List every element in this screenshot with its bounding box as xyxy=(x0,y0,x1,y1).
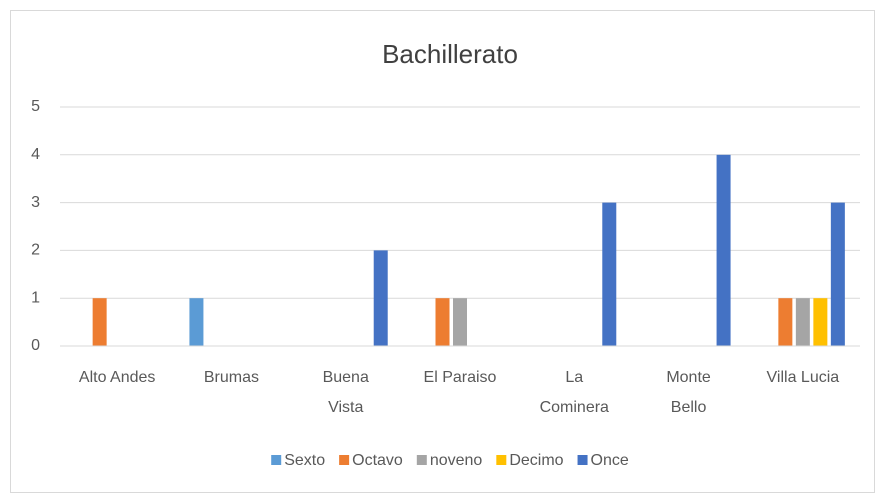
bar xyxy=(453,298,467,346)
legend-swatch xyxy=(339,455,350,465)
legend-swatch xyxy=(271,455,282,465)
bar xyxy=(602,202,617,346)
legend-swatch xyxy=(496,455,507,465)
bar xyxy=(830,202,845,346)
y-tick-label: 3 xyxy=(31,194,40,211)
bar xyxy=(778,298,793,346)
y-tick-label: 2 xyxy=(31,242,40,259)
legend: Sexto Octavo noveno Decimo Once xyxy=(271,452,629,469)
chart-frame xyxy=(10,10,875,493)
y-tick-label: 0 xyxy=(31,337,40,354)
y-tick-label: 1 xyxy=(31,289,40,306)
y-tick-label: 4 xyxy=(31,146,40,163)
legend-label: Sexto xyxy=(284,452,325,469)
legend-swatch xyxy=(577,455,588,465)
x-tick-label: Villa Lucia xyxy=(767,369,840,386)
legend-label: Decimo xyxy=(509,452,563,469)
y-tick-label: 5 xyxy=(31,98,40,115)
x-tick-label: Monte Bello xyxy=(666,369,711,416)
x-tick-label: Brumas xyxy=(204,369,259,386)
chart-title: Bachillerato xyxy=(382,39,518,69)
legend-swatch xyxy=(416,455,427,465)
bar xyxy=(92,298,107,346)
legend-label: Once xyxy=(591,452,629,469)
bar xyxy=(795,298,810,346)
x-tick-label: Alto Andes xyxy=(79,369,156,386)
legend-label: noveno xyxy=(430,452,483,469)
bar xyxy=(813,298,828,346)
bar xyxy=(373,250,388,346)
legend-label: Octavo xyxy=(352,452,403,469)
x-tick-label: El Paraiso xyxy=(424,369,497,386)
bar xyxy=(435,298,450,346)
x-tick-label: Buena Vista xyxy=(323,369,369,416)
bar xyxy=(716,154,731,346)
x-tick-label: La Cominera xyxy=(540,369,609,416)
bar xyxy=(189,298,204,346)
